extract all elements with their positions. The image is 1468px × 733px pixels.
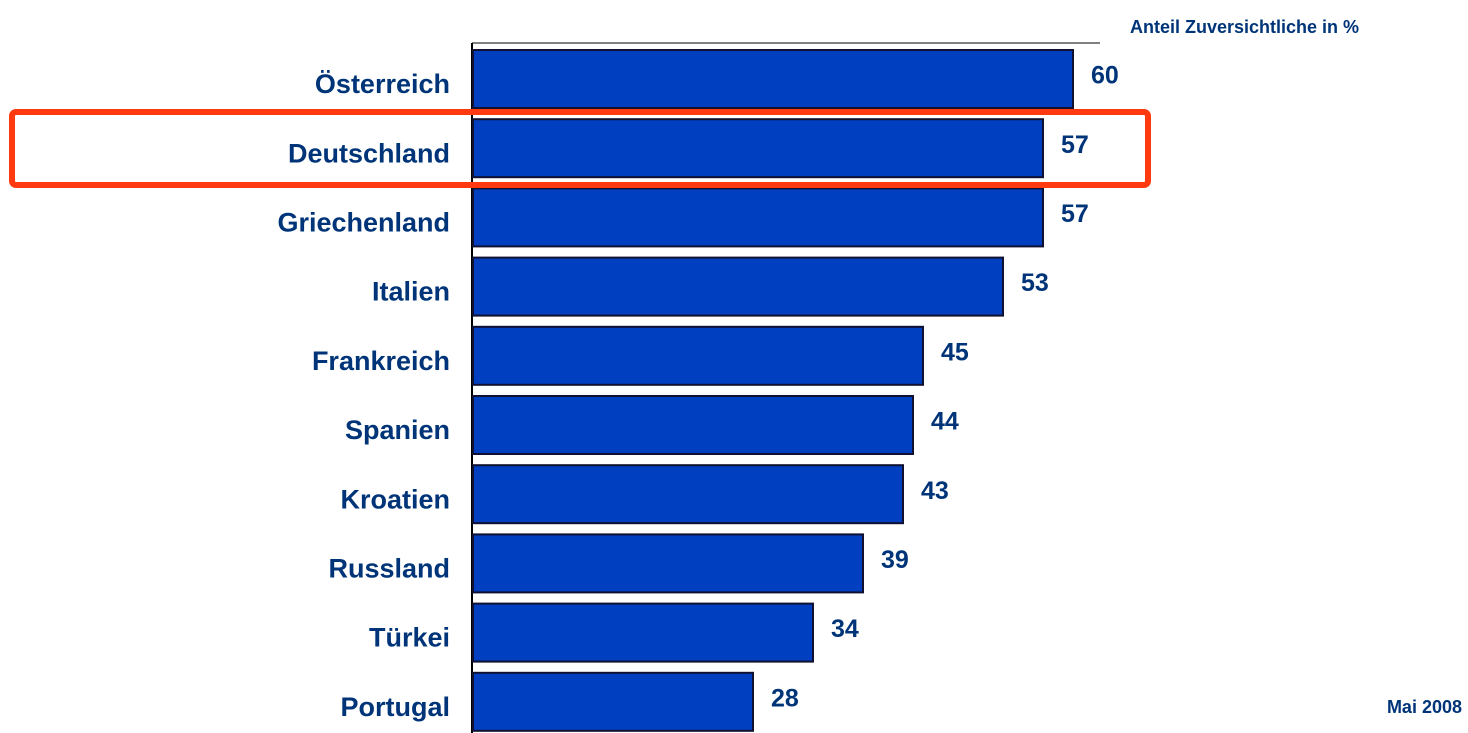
bar: [472, 395, 914, 455]
bars: 60 Österreich 57 Deutschland 57 Griechenland 5…: [277, 49, 1119, 732]
value-label: 57: [1061, 200, 1089, 228]
bar: [472, 602, 814, 663]
highlight-box: [9, 109, 1151, 188]
category-label: Frankreich: [312, 346, 450, 376]
category-label: Portugal: [340, 692, 450, 722]
category-label: Deutschland: [288, 138, 450, 168]
bar: [472, 49, 1074, 109]
bar: [472, 187, 1044, 248]
value-label: 28: [771, 684, 799, 712]
bar: [472, 671, 754, 732]
value-label: 57: [1061, 131, 1089, 159]
category-label: Italien: [372, 277, 450, 307]
value-label: 43: [921, 477, 949, 505]
chart-title: Anteil Zuversichtliche in %: [1130, 17, 1359, 37]
value-label: 39: [881, 546, 909, 574]
value-label: 53: [1021, 269, 1049, 297]
category-label: Türkei: [369, 623, 450, 653]
date-note: Mai 2008: [1387, 697, 1462, 717]
value-label: 44: [931, 408, 959, 436]
value-label: 45: [941, 338, 969, 366]
category-label: Österreich: [315, 69, 450, 99]
value-label: 60: [1091, 62, 1119, 90]
category-label: Russland: [328, 554, 450, 584]
bar: [472, 118, 1044, 179]
bar: [472, 256, 1004, 317]
bar: [472, 464, 904, 525]
category-label: Spanien: [345, 415, 450, 445]
bar: [472, 325, 924, 386]
value-label: 34: [831, 615, 859, 643]
category-label: Griechenland: [277, 208, 450, 238]
category-label: Kroatien: [340, 484, 450, 514]
bar: [472, 533, 864, 594]
